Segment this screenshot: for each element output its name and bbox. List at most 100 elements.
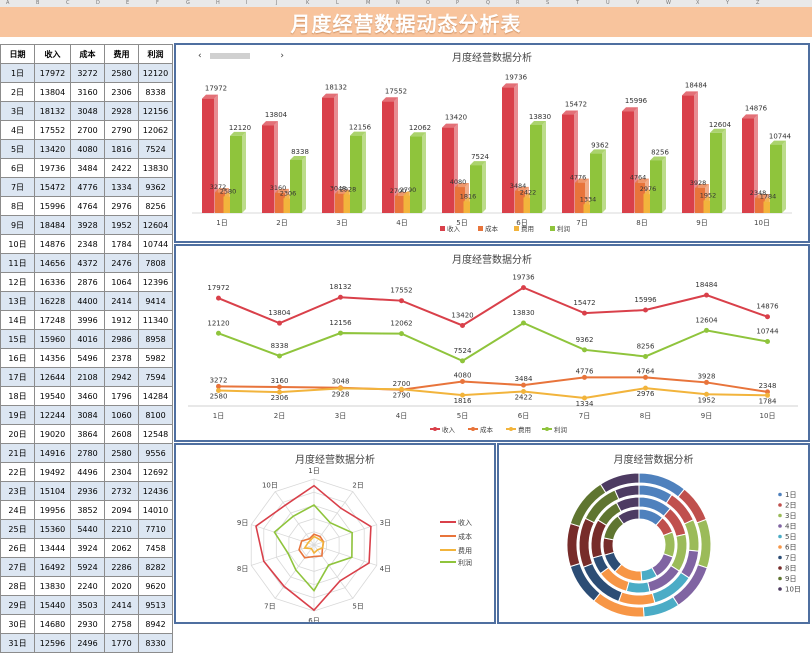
- table-cell[interactable]: 12日: [0, 272, 35, 292]
- table-cell[interactable]: 9556: [138, 443, 173, 463]
- table-cell[interactable]: 12436: [138, 481, 173, 501]
- table-cell[interactable]: 2020: [104, 576, 139, 596]
- table-cell[interactable]: 15960: [34, 329, 71, 349]
- table-cell[interactable]: 2414: [104, 291, 139, 311]
- table-cell[interactable]: 9620: [138, 576, 173, 596]
- table-cell[interactable]: 8330: [138, 633, 173, 653]
- table-cell[interactable]: 2108: [70, 367, 105, 387]
- table-cell[interactable]: 2日: [0, 82, 35, 102]
- table-cell[interactable]: 14680: [34, 614, 71, 634]
- table-cell[interactable]: 15996: [34, 196, 71, 216]
- table-cell[interactable]: 4080: [70, 139, 105, 159]
- table-cell[interactable]: 4日: [0, 120, 35, 140]
- table-cell[interactable]: 10日: [0, 234, 35, 254]
- table-cell[interactable]: 7594: [138, 367, 173, 387]
- table-cell[interactable]: 19540: [34, 386, 71, 406]
- table-cell[interactable]: 18132: [34, 101, 71, 121]
- table-cell[interactable]: 17248: [34, 310, 71, 330]
- table-cell[interactable]: 8100: [138, 405, 173, 425]
- table-cell[interactable]: 19日: [0, 405, 35, 425]
- table-cell[interactable]: 18日: [0, 386, 35, 406]
- table-cell[interactable]: 2876: [70, 272, 105, 292]
- table-cell[interactable]: 3924: [70, 538, 105, 558]
- table-cell[interactable]: 19492: [34, 462, 71, 482]
- table-cell[interactable]: 14284: [138, 386, 173, 406]
- table-cell[interactable]: 16228: [34, 291, 71, 311]
- table-cell[interactable]: 9513: [138, 595, 173, 615]
- table-cell[interactable]: 1952: [104, 215, 139, 235]
- table-cell[interactable]: 12120: [138, 63, 173, 83]
- table-cell[interactable]: 13420: [34, 139, 71, 159]
- table-cell[interactable]: 2580: [104, 63, 139, 83]
- table-cell[interactable]: 4400: [70, 291, 105, 311]
- table-cell[interactable]: 3048: [70, 101, 105, 121]
- table-cell[interactable]: 15104: [34, 481, 71, 501]
- table-cell[interactable]: 9日: [0, 215, 35, 235]
- table-cell[interactable]: 2210: [104, 519, 139, 539]
- table-cell[interactable]: 14日: [0, 310, 35, 330]
- table-cell[interactable]: 16日: [0, 348, 35, 368]
- table-cell[interactable]: 13日: [0, 291, 35, 311]
- table-cell[interactable]: 2928: [104, 101, 139, 121]
- table-cell[interactable]: 19020: [34, 424, 71, 444]
- table-cell[interactable]: 4776: [70, 177, 105, 197]
- table-cell[interactable]: 8256: [138, 196, 173, 216]
- scroll-thumb[interactable]: [210, 53, 250, 59]
- table-cell[interactable]: 12062: [138, 120, 173, 140]
- table-cell[interactable]: 14876: [34, 234, 71, 254]
- table-cell[interactable]: 8338: [138, 82, 173, 102]
- table-cell[interactable]: 2348: [70, 234, 105, 254]
- table-cell[interactable]: 2476: [104, 253, 139, 273]
- table-cell[interactable]: 13444: [34, 538, 71, 558]
- table-cell[interactable]: 2306: [104, 82, 139, 102]
- table-cell[interactable]: 2094: [104, 500, 139, 520]
- table-cell[interactable]: 7710: [138, 519, 173, 539]
- table-cell[interactable]: 1064: [104, 272, 139, 292]
- table-cell[interactable]: 12156: [138, 101, 173, 121]
- table-cell[interactable]: 5日: [0, 139, 35, 159]
- table-cell[interactable]: 14356: [34, 348, 71, 368]
- table-cell[interactable]: 31日: [0, 633, 35, 653]
- table-cell[interactable]: 12644: [34, 367, 71, 387]
- table-cell[interactable]: 2942: [104, 367, 139, 387]
- table-cell[interactable]: 1816: [104, 139, 139, 159]
- month-scrollbar[interactable]: ‹ ›: [198, 50, 284, 62]
- table-cell[interactable]: 9362: [138, 177, 173, 197]
- table-cell[interactable]: 2780: [70, 443, 105, 463]
- table-cell[interactable]: 5440: [70, 519, 105, 539]
- table-cell[interactable]: 1770: [104, 633, 139, 653]
- table-cell[interactable]: 2422: [104, 158, 139, 178]
- table-cell[interactable]: 1334: [104, 177, 139, 197]
- table-cell[interactable]: 4496: [70, 462, 105, 482]
- table-cell[interactable]: 3503: [70, 595, 105, 615]
- table-cell[interactable]: 5982: [138, 348, 173, 368]
- table-cell[interactable]: 12604: [138, 215, 173, 235]
- table-cell[interactable]: 7458: [138, 538, 173, 558]
- table-cell[interactable]: 2608: [104, 424, 139, 444]
- table-cell[interactable]: 3852: [70, 500, 105, 520]
- table-cell[interactable]: 12396: [138, 272, 173, 292]
- table-cell[interactable]: 3864: [70, 424, 105, 444]
- table-cell[interactable]: 12596: [34, 633, 71, 653]
- table-cell[interactable]: 12692: [138, 462, 173, 482]
- table-cell[interactable]: 14656: [34, 253, 71, 273]
- table-cell[interactable]: 2062: [104, 538, 139, 558]
- header-profit[interactable]: 利润: [138, 44, 173, 64]
- table-cell[interactable]: 2986: [104, 329, 139, 349]
- table-cell[interactable]: 2580: [104, 443, 139, 463]
- table-cell[interactable]: 2378: [104, 348, 139, 368]
- table-cell[interactable]: 10744: [138, 234, 173, 254]
- table-cell[interactable]: 1912: [104, 310, 139, 330]
- scroll-left-icon[interactable]: ‹: [198, 51, 202, 61]
- table-cell[interactable]: 13830: [34, 576, 71, 596]
- table-cell[interactable]: 16492: [34, 557, 71, 577]
- table-cell[interactable]: 8942: [138, 614, 173, 634]
- table-cell[interactable]: 26日: [0, 538, 35, 558]
- table-cell[interactable]: 3160: [70, 82, 105, 102]
- table-cell[interactable]: 2976: [104, 196, 139, 216]
- table-cell[interactable]: 12244: [34, 405, 71, 425]
- table-cell[interactable]: 8958: [138, 329, 173, 349]
- table-cell[interactable]: 13804: [34, 82, 71, 102]
- table-cell[interactable]: 24日: [0, 500, 35, 520]
- table-cell[interactable]: 4372: [70, 253, 105, 273]
